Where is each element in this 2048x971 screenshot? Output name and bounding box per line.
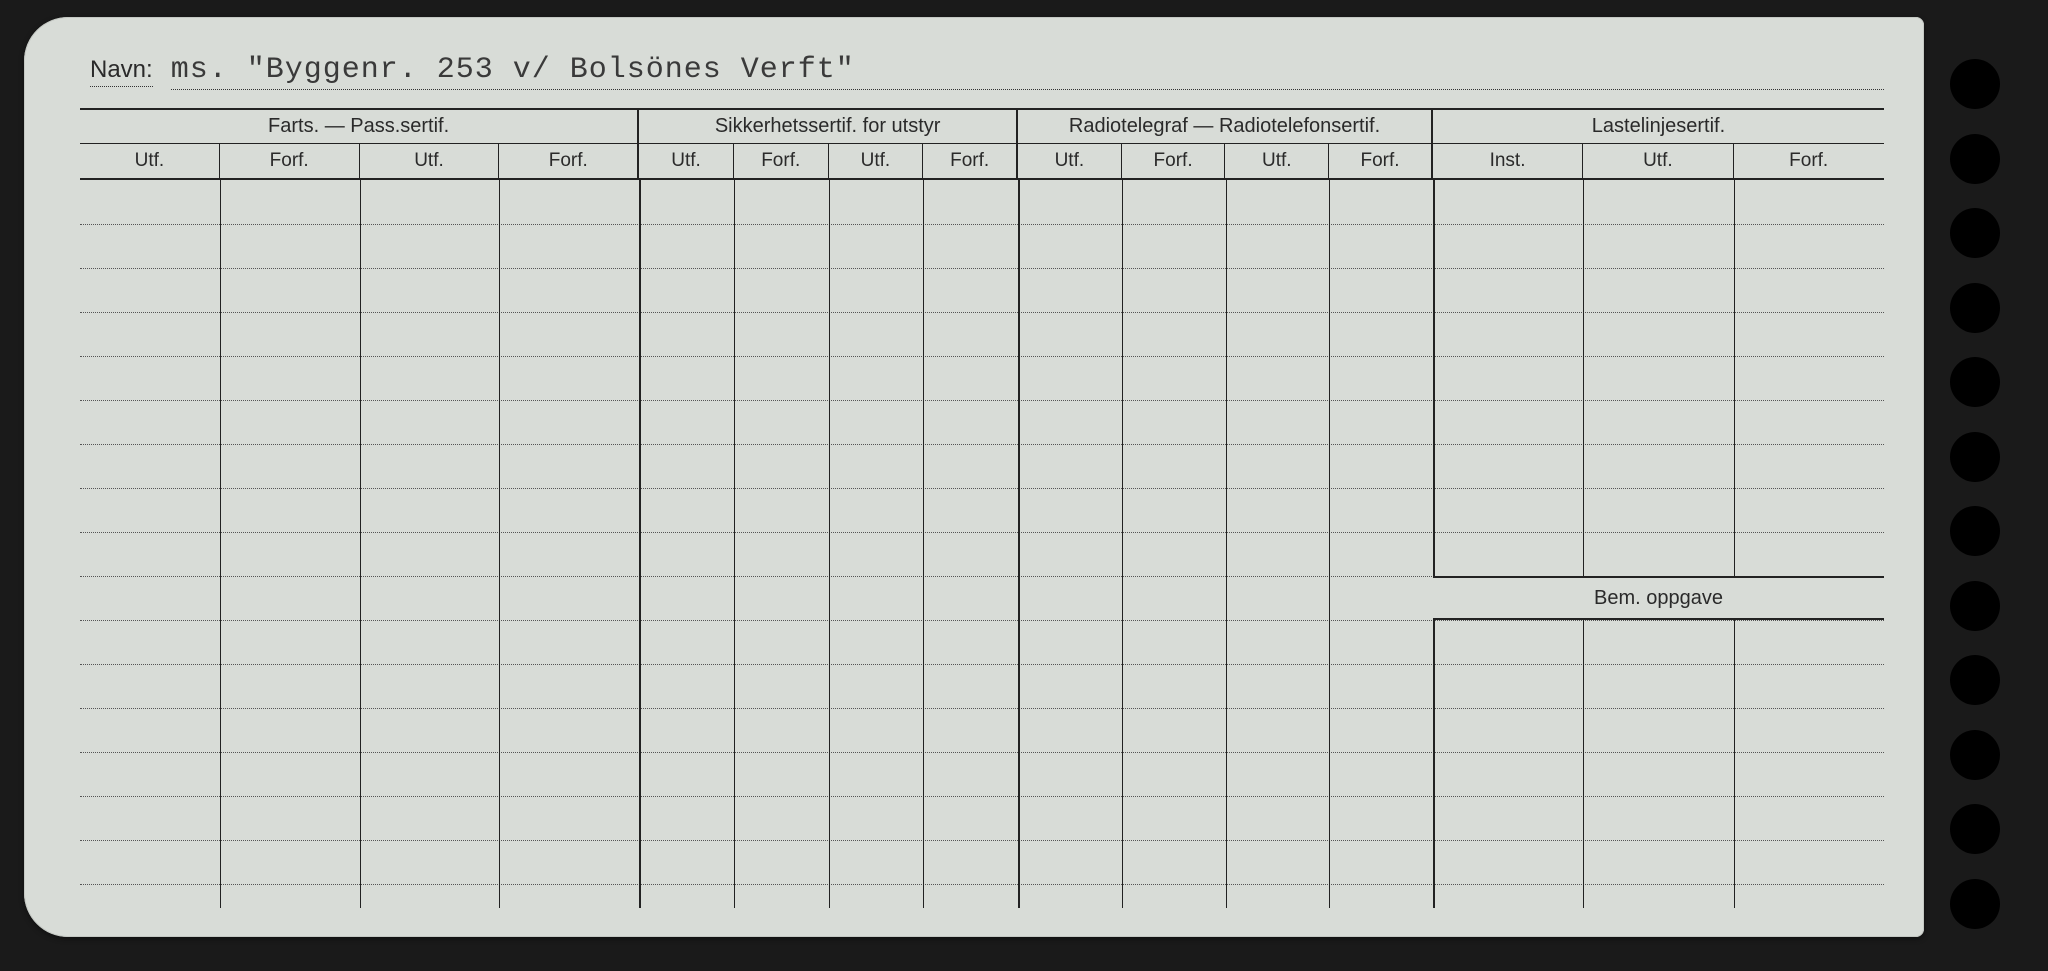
sub-header-cell: Utf.: [1225, 144, 1329, 178]
sub-header-cell: Forf.: [499, 144, 639, 178]
binder-holes: [1950, 17, 2010, 971]
group-header-row: Farts. — Pass.sertif.Sikkerhetssertif. f…: [80, 108, 1884, 144]
sub-header-cell: Utf.: [80, 144, 220, 178]
table-row: [80, 356, 1884, 357]
card-wrapper: Navn: ms. "Byggenr. 253 v/ Bolsönes Verf…: [24, 17, 1924, 937]
binder-hole: [1950, 730, 2000, 780]
column-divider: [499, 180, 500, 908]
table-row: [80, 224, 1884, 225]
binder-hole: [1950, 581, 2000, 631]
column-divider: [734, 180, 735, 908]
table-row: [80, 752, 1884, 753]
index-card: Navn: ms. "Byggenr. 253 v/ Bolsönes Verf…: [24, 17, 1924, 937]
sub-header-cell: Forf.: [734, 144, 829, 178]
binder-hole: [1950, 506, 2000, 556]
binder-hole: [1950, 432, 2000, 482]
table-row: [80, 708, 1884, 709]
table-row: [80, 312, 1884, 313]
binder-hole: [1950, 655, 2000, 705]
column-divider: [923, 180, 924, 908]
sub-header-cell: Forf.: [1734, 144, 1884, 178]
column-divider: [1583, 180, 1584, 908]
column-divider: [220, 180, 221, 908]
column-divider: [1433, 180, 1435, 908]
bem-oppgave-header: Bem. oppgave: [1433, 576, 1884, 620]
navn-label: Navn:: [90, 56, 153, 87]
navn-value: ms. "Byggenr. 253 v/ Bolsönes Verft": [171, 53, 1884, 90]
table-row: [80, 840, 1884, 841]
column-divider: [1734, 180, 1735, 908]
table-row: [80, 796, 1884, 797]
table-row: [80, 268, 1884, 269]
column-divider: [1226, 180, 1227, 908]
sub-header-cell: Forf.: [220, 144, 360, 178]
sub-header-cell: Utf.: [360, 144, 500, 178]
binder-hole: [1950, 804, 2000, 854]
sub-header-cell: Forf.: [1122, 144, 1226, 178]
binder-hole: [1950, 283, 2000, 333]
sub-header-cell: Utf.: [829, 144, 924, 178]
sub-header-cell: Utf.: [639, 144, 734, 178]
table-row: [80, 532, 1884, 533]
sub-header-cell: Inst.: [1433, 144, 1583, 178]
group-header-cell: Lastelinjesertif.: [1433, 110, 1884, 143]
sub-header-cell: Forf.: [923, 144, 1018, 178]
table-row: [80, 884, 1884, 885]
binder-hole: [1950, 134, 2000, 184]
navn-row: Navn: ms. "Byggenr. 253 v/ Bolsönes Verf…: [80, 53, 1884, 90]
column-divider: [1122, 180, 1123, 908]
sub-header-cell: Utf.: [1583, 144, 1733, 178]
column-divider: [1018, 180, 1020, 908]
sub-header-cell: Forf.: [1329, 144, 1433, 178]
table-body: Bem. oppgave: [80, 180, 1884, 908]
table-row: [80, 400, 1884, 401]
table-row: [80, 620, 1884, 621]
group-header-cell: Sikkerhetssertif. for utstyr: [639, 110, 1018, 143]
table-row: [80, 488, 1884, 489]
binder-hole: [1950, 357, 2000, 407]
column-divider: [829, 180, 830, 908]
table-row: [80, 664, 1884, 665]
column-divider: [1329, 180, 1330, 908]
sub-header-cell: Utf.: [1018, 144, 1122, 178]
binder-hole: [1950, 208, 2000, 258]
group-header-cell: Radiotelegraf — Radiotelefonsertif.: [1018, 110, 1433, 143]
binder-hole: [1950, 879, 2000, 929]
sub-header-row: Utf.Forf.Utf.Forf.Utf.Forf.Utf.Forf.Utf.…: [80, 144, 1884, 180]
table-row: [80, 444, 1884, 445]
column-divider: [360, 180, 361, 908]
binder-hole: [1950, 59, 2000, 109]
group-header-cell: Farts. — Pass.sertif.: [80, 110, 639, 143]
certificate-table: Farts. — Pass.sertif.Sikkerhetssertif. f…: [80, 108, 1884, 908]
column-divider: [639, 180, 641, 908]
